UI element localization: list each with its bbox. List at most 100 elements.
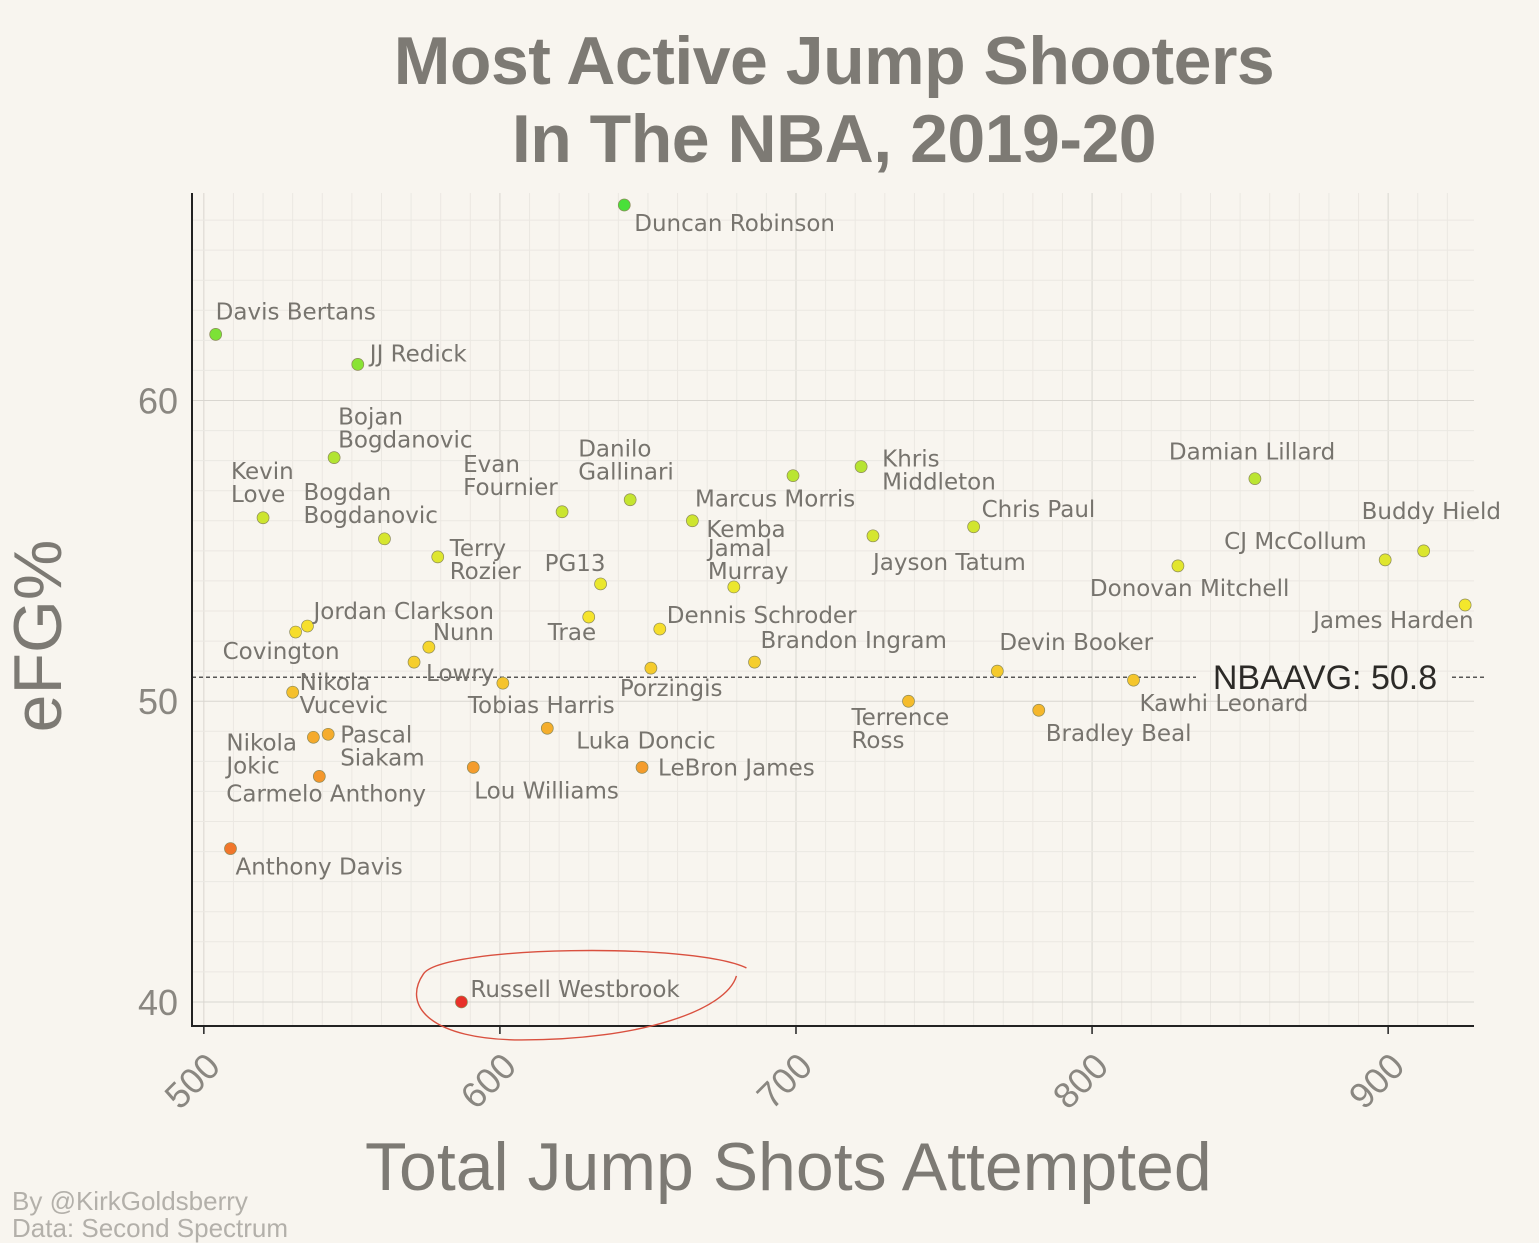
point-label: PG13 — [545, 551, 606, 577]
point-label: Trae — [547, 620, 596, 646]
point-label-line: Gallinari — [578, 460, 674, 486]
point-label: Lou Williams — [474, 778, 619, 804]
point-label-line: Fournier — [463, 475, 558, 501]
data-point — [727, 580, 741, 594]
data-point — [786, 469, 800, 483]
data-point — [209, 327, 223, 341]
point-label: Donovan Mitchell — [1090, 576, 1289, 602]
x-axis-label: Total Jump Shots Attempted — [365, 1129, 1212, 1205]
point-label-line: Love — [231, 482, 285, 508]
highlight-ellipse — [415, 949, 747, 1041]
data-point — [422, 640, 436, 654]
point-label: Russell Westbrook — [470, 977, 680, 1003]
point-label: Pascal Siakam — [340, 722, 425, 771]
grid-lines — [192, 193, 1474, 1026]
average-label: NBAAVG: 50.8 — [1213, 659, 1437, 697]
point-label-line: Ross — [851, 728, 904, 754]
y-axis-label: eFG% — [0, 539, 76, 733]
point-label-line: James Harden — [1311, 608, 1474, 634]
point-label-line: Covington — [223, 639, 340, 665]
data-point — [1248, 472, 1262, 486]
point-label: Brandon Ingram — [761, 628, 947, 654]
data-point — [582, 610, 596, 624]
point-label-line: Bogdanovic — [338, 428, 472, 454]
point-label: LeBron James — [658, 755, 815, 781]
point-label-line: Anthony Davis — [235, 855, 402, 881]
point-label: Duncan Robinson — [634, 211, 835, 237]
point-label-line: Dennis Schroder — [667, 603, 857, 629]
data-point — [748, 655, 761, 669]
data-point — [555, 505, 569, 519]
point-label: Carmelo Anthony — [226, 781, 426, 807]
point-label-line: Bogdan — [303, 480, 391, 506]
point-label-line: JJ Redick — [368, 341, 468, 367]
point-label-line: Chris Paul — [982, 497, 1096, 523]
data-point — [496, 676, 510, 690]
point-label: Terry Rozier — [449, 536, 522, 585]
data-point — [378, 532, 391, 546]
data-point — [224, 842, 237, 855]
data-point — [623, 493, 637, 507]
point-label-line: Nikola — [300, 670, 371, 696]
data-point — [902, 694, 915, 708]
point-label: Devin Booker — [999, 630, 1153, 656]
data-point — [321, 727, 335, 741]
point-label-line: Kevin — [231, 459, 294, 485]
point-label: Bogdan Bogdanovic — [303, 480, 437, 529]
y-tick-label: 60 — [138, 380, 178, 421]
credits: By @KirkGoldsberry Data: Second Spectrum — [12, 1188, 288, 1242]
point-label: Buddy Hield — [1362, 499, 1501, 525]
point-label-line: CJ McCollum — [1224, 529, 1367, 555]
point-label-line: Terry — [449, 536, 506, 562]
point-label-line: Murray — [708, 559, 789, 585]
data-point — [327, 451, 341, 464]
credit-author: By @KirkGoldsberry — [12, 1186, 248, 1216]
data-point — [256, 511, 270, 525]
point-label: Lowry — [426, 661, 494, 687]
point-label: Dennis Schroder — [667, 603, 857, 629]
point-label: Bradley Beal — [1046, 721, 1192, 747]
data-points — [209, 198, 1472, 1009]
point-label: Bojan Bogdanovic — [338, 405, 472, 454]
chart-title: Most Active Jump Shooters In The NBA, 20… — [0, 22, 1539, 178]
point-label-line: Bojan — [338, 405, 403, 431]
x-tick-label: 700 — [749, 1045, 820, 1116]
reference-line: NBAAVG: 50.8 — [192, 659, 1484, 697]
point-label-line: Devin Booker — [999, 630, 1153, 656]
point-label-line: Davis Bertans — [216, 299, 376, 325]
axes — [191, 193, 1474, 1027]
data-point — [594, 577, 607, 591]
point-label-line: Russell Westbrook — [470, 977, 680, 1003]
data-point — [1032, 703, 1046, 717]
point-label: JJ Redick — [368, 341, 468, 367]
point-label: Khris Middleton — [882, 447, 996, 496]
title-line-1: Most Active Jump Shooters — [393, 23, 1275, 99]
point-label: Danilo Gallinari — [578, 437, 674, 486]
point-label-line: Nikola — [226, 730, 297, 756]
x-tick-label: 500 — [156, 1045, 227, 1116]
data-point — [686, 514, 699, 528]
data-point — [289, 625, 302, 639]
point-label: CJ McCollum — [1224, 529, 1367, 555]
data-point — [866, 529, 880, 543]
point-label-line: Bogdanovic — [303, 503, 437, 529]
point-labels: Duncan Robinson Davis Bertans JJ Redick Boj… — [216, 211, 1501, 1003]
data-point — [455, 995, 468, 1009]
point-label-line: Jordan Clarkson — [311, 599, 493, 625]
point-label-line: Porzingis — [620, 676, 723, 702]
point-label-line: LeBron James — [658, 755, 815, 781]
x-tick-label: 800 — [1045, 1045, 1116, 1116]
point-label: Kevin Love — [231, 459, 294, 508]
point-label-line: Marcus Morris — [695, 487, 855, 513]
point-label-line: Trae — [547, 620, 596, 646]
point-label-line: Lowry — [426, 661, 494, 687]
point-label: Nikola Vucevic — [300, 670, 388, 719]
point-label: Jayson Tatum — [871, 550, 1026, 576]
data-point — [431, 550, 445, 564]
point-label-line: Nunn — [433, 620, 494, 646]
y-tick-label: 40 — [138, 982, 178, 1023]
point-label: Marcus Morris — [695, 487, 855, 513]
data-point — [307, 730, 320, 744]
point-label-line: Jayson Tatum — [871, 550, 1026, 576]
